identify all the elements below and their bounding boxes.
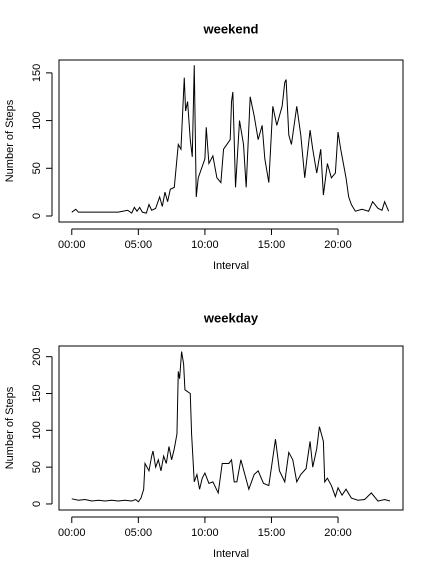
y-tick-label: 100 xyxy=(31,421,43,439)
y-tick-label: 200 xyxy=(31,347,43,365)
x-tick-label: 00:00 xyxy=(58,239,86,251)
x-tick-label: 10:00 xyxy=(191,239,219,251)
y-axis-label: Number of Steps xyxy=(4,386,16,469)
x-tick-label: 05:00 xyxy=(125,239,153,251)
x-tick-label: 05:00 xyxy=(125,527,153,539)
chart-title: weekday xyxy=(203,310,259,325)
y-tick-label: 50 xyxy=(31,162,43,174)
x-tick-label: 15:00 xyxy=(258,527,286,539)
plot-frame xyxy=(58,345,404,511)
chart-title: weekend xyxy=(203,21,259,36)
y-tick-label: 150 xyxy=(31,64,43,82)
x-tick-label: 20:00 xyxy=(324,527,352,539)
x-axis-label: Interval xyxy=(213,260,249,272)
x-tick-label: 20:00 xyxy=(324,239,352,251)
y-tick-label: 100 xyxy=(31,111,43,129)
x-tick-label: 00:00 xyxy=(58,527,86,539)
data-line xyxy=(71,65,390,214)
y-tick-label: 0 xyxy=(31,213,43,219)
y-tick-label: 150 xyxy=(31,384,43,402)
x-axis-label: Interval xyxy=(213,548,249,560)
y-tick-label: 0 xyxy=(31,501,43,507)
y-tick-label: 50 xyxy=(31,461,43,473)
x-tick-label: 10:00 xyxy=(191,527,219,539)
x-tick-label: 15:00 xyxy=(258,239,286,251)
plot-frame xyxy=(58,59,404,223)
y-axis-label: Number of Steps xyxy=(4,99,16,182)
data-line xyxy=(71,351,391,503)
